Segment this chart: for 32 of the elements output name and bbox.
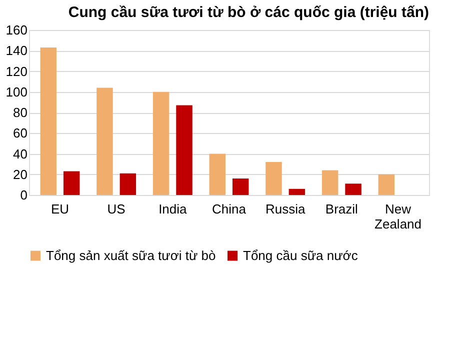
y-tick-label: 20 (13, 166, 28, 182)
y-tick-label: 160 (6, 22, 28, 38)
bar (288, 188, 306, 195)
y-tick-label: 80 (13, 105, 28, 120)
bar (378, 174, 395, 195)
y-tick-label: 40 (13, 146, 28, 162)
bar (266, 162, 282, 195)
bar (209, 154, 226, 195)
y-tick-label: 120 (6, 64, 28, 79)
y-tick-label: 60 (13, 126, 28, 141)
x-tick-label: US (107, 202, 126, 216)
bar (40, 48, 57, 195)
bar (120, 173, 136, 195)
legend-label: Tổng sản xuất sữa tươi từ bò (46, 248, 216, 263)
bar (322, 170, 338, 195)
bar (152, 92, 170, 195)
x-tick-label: Brazil (325, 202, 358, 216)
bar (96, 88, 113, 195)
legend-label: Tổng cầu sữa nước (243, 248, 358, 263)
bar (345, 184, 362, 195)
bar (232, 178, 249, 195)
x-tick-label: India (158, 202, 188, 216)
x-tick-label: Russia (265, 202, 306, 216)
chart-title: Cung cầu sữa tươi từ bò ở các quốc gia (triệu tấn) (68, 4, 429, 21)
y-tick-label: 100 (6, 84, 28, 100)
x-tick-label: New Zealand (374, 202, 422, 232)
bar (176, 105, 192, 195)
y-tick-label: 140 (6, 43, 28, 58)
y-tick-label: 0 (20, 188, 28, 202)
x-tick-label: EU (50, 202, 70, 216)
bar (63, 171, 80, 195)
x-tick-label: China (212, 202, 247, 216)
